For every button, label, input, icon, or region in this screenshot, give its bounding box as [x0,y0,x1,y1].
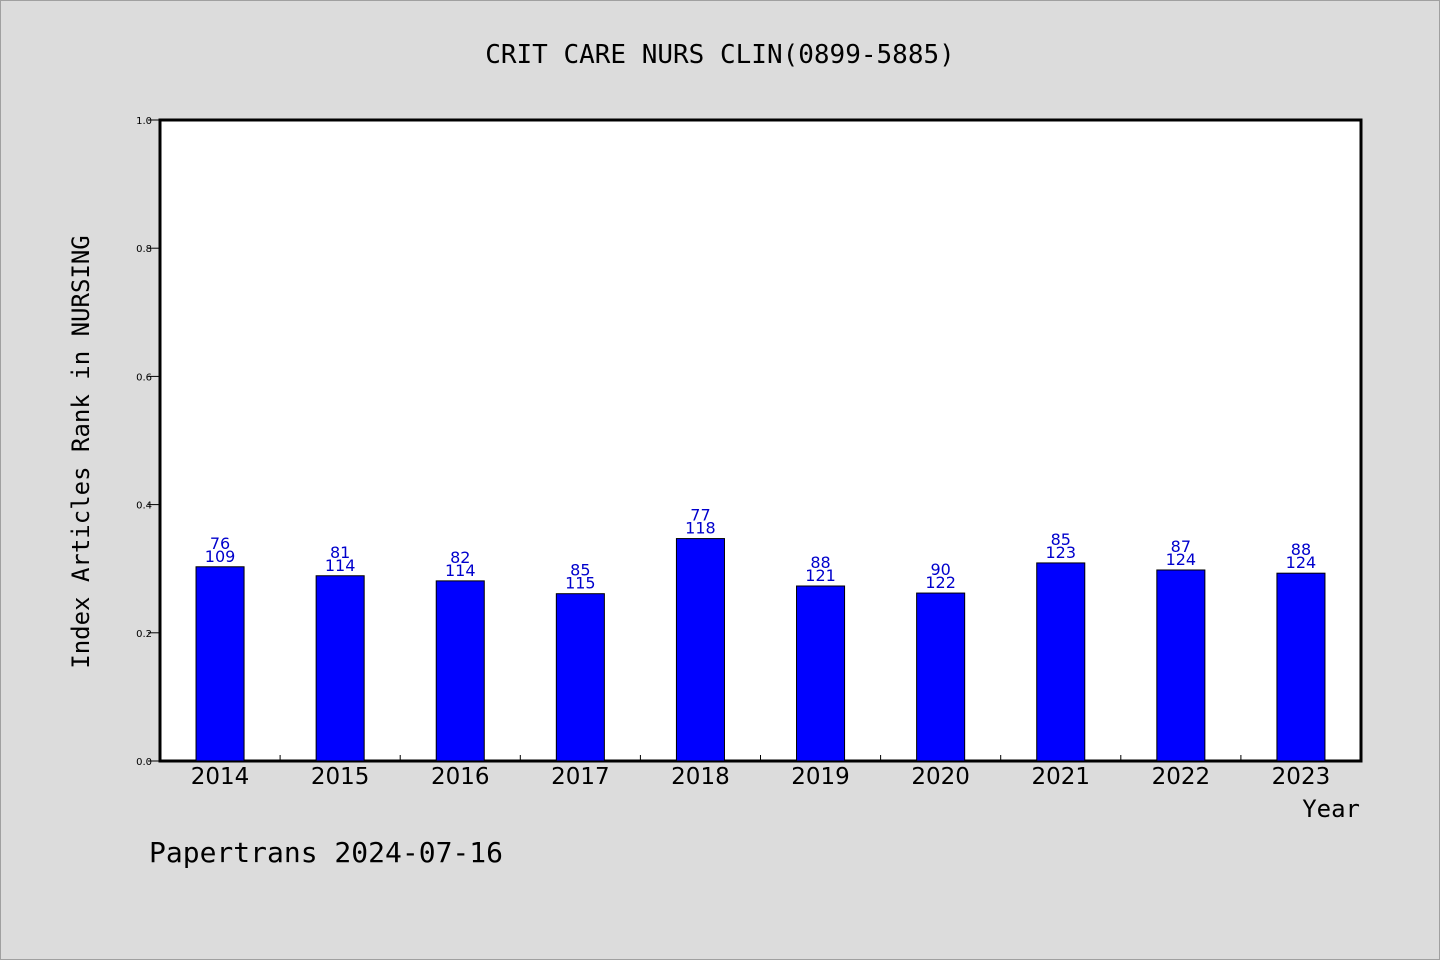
bar [555,593,605,762]
x-tick-label: 2022 [1152,764,1211,790]
y-tick-label: 0.6 [136,372,152,383]
y-axis-label: Index Articles Rank in NURSING [67,235,95,668]
data-label-rank: 88 [1291,540,1311,559]
x-tick-label: 2023 [1272,764,1331,790]
bar [796,585,846,762]
y-tick-label: 0.8 [136,244,152,255]
x-tick-label: 2020 [911,764,970,790]
data-label-total: 114 [325,556,356,575]
footer-credit: Papertrans 2024-07-16 [149,836,503,869]
data-label-rank: 76 [210,534,230,553]
bar [1276,572,1326,762]
data-label-rank: 82 [450,548,470,567]
y-tick-label: 0.4 [136,501,152,512]
x-tick-label: 2021 [1031,764,1090,790]
data-label-rank: 88 [810,553,830,572]
x-tick-label: 2019 [791,764,850,790]
y-tick-label: 0.0 [136,757,152,768]
bar [1036,562,1086,762]
x-axis-label: Year [1302,795,1360,823]
data-label-total: 118 [685,519,716,538]
data-label-total: 121 [805,566,836,585]
data-label-total: 123 [1045,543,1076,562]
data-label-total: 124 [1166,550,1197,569]
bar [315,575,365,762]
chart-title: CRIT CARE NURS CLIN(0899-5885) [485,40,955,70]
bar [435,580,485,762]
bar [675,538,725,762]
data-label-rank: 87 [1171,537,1191,556]
y-tick-label: 0.2 [136,629,152,640]
data-label-rank: 77 [690,506,710,525]
data-label-rank: 85 [1051,530,1071,549]
bar [1156,569,1206,762]
data-label-total: 122 [925,573,956,592]
bars [195,538,1326,762]
x-axis: 2014 2015 2016 2017 2018 2019 2020 2021 2022 2023 [191,755,1330,790]
bar [195,566,245,762]
x-tick-label: 2017 [551,764,610,790]
data-label-rank: 90 [930,560,950,579]
data-label-total: 109 [205,547,236,566]
x-tick-label: 2014 [191,764,250,790]
data-label-total: 114 [445,561,476,580]
x-tick-label: 2016 [431,764,490,790]
data-label-total: 115 [565,574,596,593]
data-label-rank: 85 [570,561,590,580]
y-axis: 0.0 0.2 0.4 0.6 0.8 1.0 [136,116,160,768]
x-tick-label: 2018 [671,764,730,790]
y-tick-label: 1.0 [136,116,152,127]
data-label-rank: 81 [330,543,350,562]
x-tick-label: 2015 [311,764,370,790]
bar [916,592,966,762]
data-label-total: 124 [1286,553,1317,572]
